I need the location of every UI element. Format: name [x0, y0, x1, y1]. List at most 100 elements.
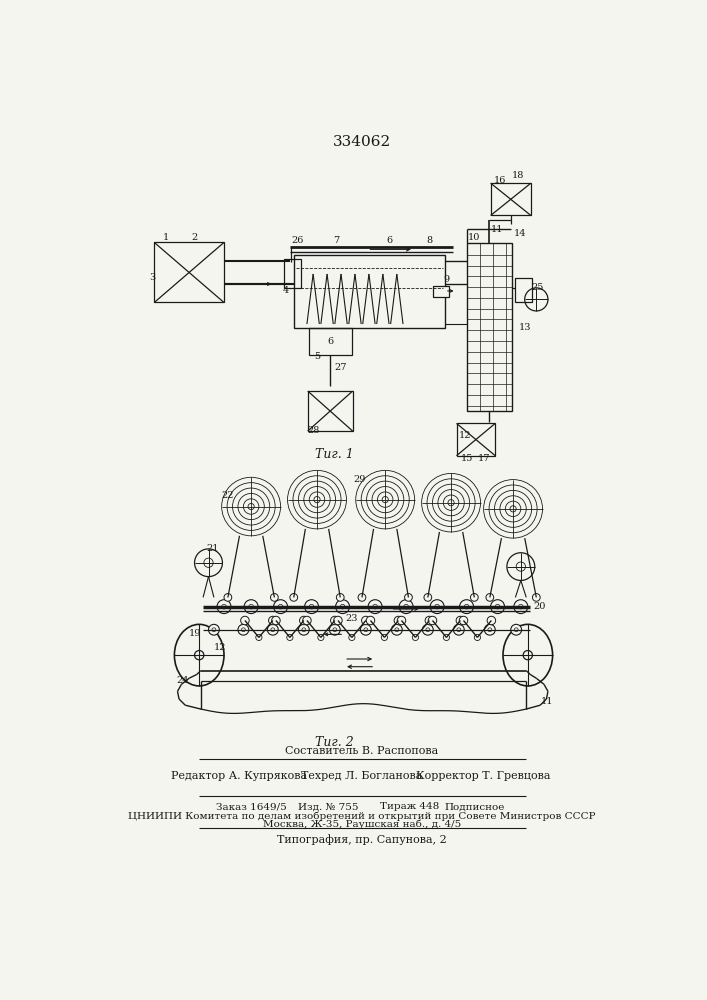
Text: Корректор Т. Гревцова: Корректор Т. Гревцова: [416, 771, 551, 781]
Text: 20: 20: [533, 602, 546, 611]
Circle shape: [358, 594, 366, 601]
Circle shape: [271, 616, 280, 625]
Circle shape: [244, 600, 258, 614]
Circle shape: [514, 600, 528, 614]
Circle shape: [194, 549, 223, 577]
Circle shape: [487, 616, 496, 625]
Circle shape: [240, 616, 249, 625]
Circle shape: [271, 594, 279, 601]
Text: Техред Л. Богланова: Техред Л. Богланова: [301, 771, 423, 781]
Circle shape: [412, 634, 419, 641]
Text: 23: 23: [346, 614, 358, 623]
Circle shape: [224, 594, 232, 601]
Circle shape: [217, 600, 231, 614]
Text: 15: 15: [460, 454, 473, 463]
Text: Τиг. 2: Τиг. 2: [315, 736, 354, 749]
Circle shape: [366, 616, 375, 625]
Text: 29: 29: [354, 475, 366, 484]
Text: 3: 3: [150, 273, 156, 282]
Text: Москва, Ж-35, Раушская наб., д. 4/5: Москва, Ж-35, Раушская наб., д. 4/5: [263, 820, 461, 829]
Bar: [491, 183, 531, 215]
Text: 5: 5: [314, 352, 320, 361]
Circle shape: [428, 616, 437, 625]
Circle shape: [443, 634, 450, 641]
Circle shape: [334, 616, 342, 625]
Circle shape: [453, 624, 464, 635]
Text: Составитель В. Распопова: Составитель В. Распопова: [286, 746, 438, 756]
Bar: [467, 243, 512, 411]
Circle shape: [470, 594, 478, 601]
Circle shape: [486, 594, 493, 601]
Circle shape: [194, 651, 204, 660]
Text: 21: 21: [206, 544, 218, 553]
Circle shape: [397, 616, 406, 625]
Circle shape: [287, 634, 293, 641]
Circle shape: [361, 624, 371, 635]
Circle shape: [510, 624, 522, 635]
Text: 4: 4: [283, 286, 289, 295]
Circle shape: [474, 634, 481, 641]
Circle shape: [425, 616, 433, 625]
Text: Τиг. 1: Τиг. 1: [315, 448, 354, 461]
Circle shape: [532, 594, 540, 601]
Circle shape: [404, 594, 412, 601]
Text: 334062: 334062: [333, 135, 391, 149]
Bar: [433, 286, 449, 297]
Circle shape: [392, 624, 402, 635]
Text: Редактор А. Купрякова: Редактор А. Купрякова: [171, 771, 308, 781]
Circle shape: [349, 634, 355, 641]
Text: Тираж 448: Тираж 448: [380, 802, 440, 811]
Text: 11: 11: [491, 225, 503, 234]
Circle shape: [484, 624, 495, 635]
Circle shape: [460, 600, 474, 614]
Text: 13: 13: [518, 323, 531, 332]
Text: ЦНИИПИ Комитета по делам изобретений и открытий при Совете Министров СССР: ЦНИИПИ Комитета по делам изобретений и о…: [128, 811, 596, 821]
Circle shape: [290, 594, 298, 601]
Circle shape: [368, 600, 382, 614]
Text: 10: 10: [467, 233, 480, 242]
Text: Типография, пр. Сапунова, 2: Типография, пр. Сапунова, 2: [277, 835, 447, 845]
Text: 12: 12: [459, 431, 472, 440]
Text: 26: 26: [291, 236, 304, 245]
Text: 7: 7: [333, 236, 339, 245]
Bar: [309, 328, 352, 355]
Circle shape: [329, 624, 340, 635]
Text: 27: 27: [334, 363, 346, 372]
Text: 22: 22: [221, 491, 234, 500]
Text: Изд. № 755: Изд. № 755: [298, 802, 359, 811]
Circle shape: [267, 624, 279, 635]
Text: Заказ 1649/5: Заказ 1649/5: [216, 802, 287, 811]
Circle shape: [424, 594, 432, 601]
Text: 17: 17: [477, 454, 490, 463]
Text: 9: 9: [443, 275, 450, 284]
Circle shape: [507, 553, 534, 580]
Circle shape: [430, 600, 444, 614]
Text: 25: 25: [532, 283, 544, 292]
Ellipse shape: [503, 624, 553, 686]
Text: Подписное: Подписное: [445, 802, 506, 811]
Circle shape: [456, 616, 464, 625]
Circle shape: [422, 624, 433, 635]
Bar: [515, 278, 532, 302]
Text: 8: 8: [426, 236, 433, 245]
Text: 24: 24: [177, 676, 189, 685]
Circle shape: [394, 616, 403, 625]
Bar: [293, 255, 445, 328]
Ellipse shape: [175, 624, 224, 686]
Circle shape: [300, 616, 308, 625]
Circle shape: [317, 634, 324, 641]
Circle shape: [460, 616, 468, 625]
Circle shape: [361, 616, 370, 625]
Circle shape: [256, 634, 262, 641]
Text: 6: 6: [327, 337, 333, 346]
Circle shape: [305, 600, 319, 614]
Text: 18: 18: [512, 171, 524, 180]
Circle shape: [331, 616, 339, 625]
Text: 19: 19: [189, 629, 201, 638]
Circle shape: [209, 624, 219, 635]
Text: 6: 6: [386, 236, 392, 245]
Circle shape: [298, 624, 309, 635]
Circle shape: [238, 624, 249, 635]
Text: 11: 11: [541, 697, 554, 706]
Text: 28: 28: [307, 426, 320, 435]
